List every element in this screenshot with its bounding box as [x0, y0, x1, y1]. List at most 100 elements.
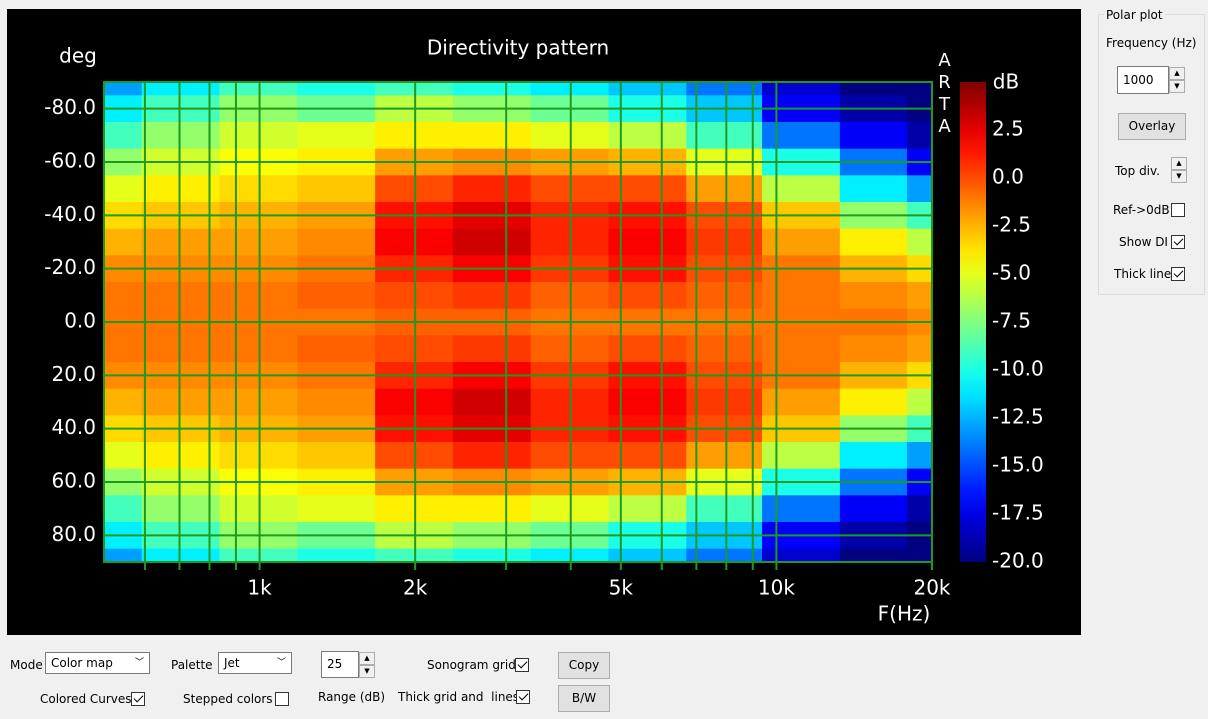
heatmap-cell [762, 548, 841, 563]
heatmap-cell [906, 335, 933, 363]
heatmap-cell [104, 442, 143, 470]
heatmap-cell [452, 282, 532, 310]
heatmap-cell [452, 495, 532, 523]
heatmap-cell [906, 442, 933, 470]
heatmap-cell [608, 548, 687, 563]
y-tick-label: -80.0 [44, 95, 96, 119]
label: Sonogram grid [427, 658, 516, 672]
dropdown[interactable]: Color map ﹀ [45, 652, 150, 674]
y-tick-label: -60.0 [44, 149, 96, 173]
y-tick-label: -20.0 [44, 255, 96, 279]
heatmap-cell [686, 495, 763, 523]
heatmap-cell [762, 175, 841, 203]
spin-up[interactable]: ▲ [359, 652, 375, 665]
heatmap [104, 82, 933, 563]
heatmap-cell [906, 282, 933, 310]
colorbar-tick-label: -7.5 [992, 309, 1031, 333]
heatmap-cell [906, 495, 933, 523]
heatmap-cell [906, 388, 933, 416]
dropdown[interactable]: Jet ﹀ [218, 652, 292, 674]
checkbox[interactable] [1171, 235, 1185, 249]
heatmap-cell [762, 388, 841, 416]
colorbar-tick-label: 2.5 [992, 117, 1024, 141]
polar-group [1098, 14, 1205, 295]
checkbox[interactable] [1171, 267, 1185, 281]
spin-down[interactable]: ▼ [1169, 80, 1185, 93]
heatmap-cell [839, 548, 908, 563]
heatmap-cell [297, 228, 376, 256]
heatmap-cell [141, 495, 221, 523]
heatmap-cell [839, 442, 908, 470]
button[interactable]: B/W [558, 685, 610, 712]
heatmap-cell [762, 122, 841, 150]
chart-title: Directivity pattern [427, 36, 609, 60]
button[interactable]: Overlay [1118, 113, 1186, 140]
x-axis-label: F(Hz) [878, 602, 931, 626]
heatmap-cell [839, 388, 908, 416]
y-tick-label: 40.0 [51, 415, 96, 439]
y-tick-label: 20.0 [51, 362, 96, 386]
label: Top div. [1115, 164, 1160, 178]
heatmap-cell [762, 82, 841, 96]
checkbox[interactable] [1171, 203, 1185, 217]
heatmap-cell [906, 82, 933, 96]
spinbox[interactable]: 1000 [1117, 66, 1169, 94]
x-tick-label: 10k [758, 576, 795, 600]
heatmap-cell [452, 442, 532, 470]
x-tick-label: 20k [913, 576, 950, 600]
heatmap-cell [104, 228, 143, 256]
label: Show DI [1119, 235, 1168, 249]
heatmap-cell [141, 228, 221, 256]
spin-down[interactable]: ▼ [1171, 170, 1187, 183]
checkbox[interactable] [275, 692, 289, 706]
heatmap-cell [839, 335, 908, 363]
heatmap-cell [141, 388, 221, 416]
heatmap-cell [141, 82, 221, 96]
heatmap-cell [297, 82, 376, 96]
heatmap-cell [297, 442, 376, 470]
heatmap-cell [762, 282, 841, 310]
spin-up[interactable]: ▲ [1171, 157, 1187, 170]
label: Stepped colors [183, 692, 273, 706]
heatmap-cell [452, 175, 532, 203]
checkbox[interactable] [516, 690, 530, 704]
label: Thick line [1114, 267, 1172, 281]
colorbar-tick-label: -15.0 [992, 453, 1044, 477]
heatmap-cell [452, 228, 532, 256]
x-tick-label: 5k [609, 576, 634, 600]
label: Mode [10, 658, 43, 672]
spin-down[interactable]: ▼ [359, 665, 375, 678]
heatmap-cell [906, 228, 933, 256]
heatmap-cell [839, 228, 908, 256]
heatmap-cell [297, 388, 376, 416]
colorbar-tick-label: -5.0 [992, 261, 1031, 285]
heatmap-cell [141, 122, 221, 150]
heatmap-cell [839, 122, 908, 150]
heatmap-cell [686, 335, 763, 363]
label: Range (dB) [318, 690, 386, 704]
heatmap-cell [608, 82, 687, 96]
heatmap-cell [452, 388, 532, 416]
y-axis-label: deg [59, 44, 97, 68]
checkbox[interactable] [131, 692, 145, 706]
heatmap-cell [297, 548, 376, 563]
label: Ref->0dB [1113, 203, 1170, 217]
heatmap-cell [104, 335, 143, 363]
button[interactable]: Copy [558, 652, 610, 679]
heatmap-cell [452, 548, 532, 563]
heatmap-cell [686, 175, 763, 203]
heatmap-cell [104, 82, 143, 96]
colorbar-tick-label: -12.5 [992, 405, 1044, 429]
heatmap-cell [762, 228, 841, 256]
heatmap-cell [297, 122, 376, 150]
heatmap-cell [297, 495, 376, 523]
heatmap-cell [839, 495, 908, 523]
heatmap-cell [686, 122, 763, 150]
spin-up[interactable]: ▲ [1169, 67, 1185, 80]
heatmap-cell [762, 495, 841, 523]
label: Thick grid and lines [398, 690, 520, 704]
spinbox[interactable]: 25 [321, 651, 359, 678]
heatmap-cell [297, 282, 376, 310]
checkbox[interactable] [515, 658, 529, 672]
